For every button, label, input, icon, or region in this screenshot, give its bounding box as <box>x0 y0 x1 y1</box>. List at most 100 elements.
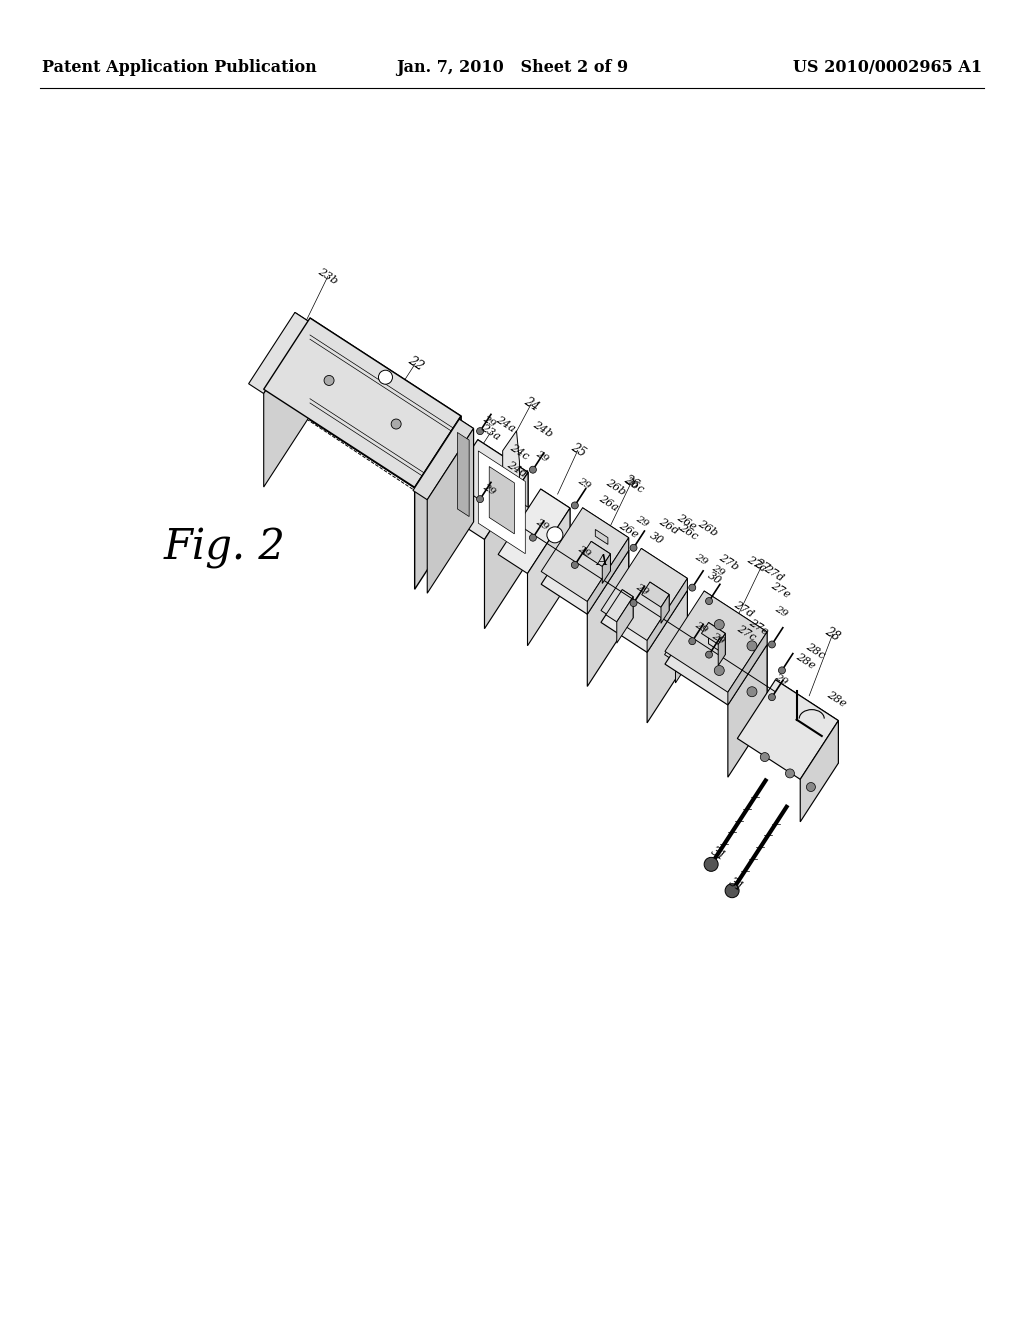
Text: 27d: 27d <box>732 599 756 619</box>
Text: 24a: 24a <box>494 414 517 434</box>
Polygon shape <box>249 313 310 393</box>
Text: 29: 29 <box>575 477 592 491</box>
Text: 31: 31 <box>726 875 745 895</box>
Polygon shape <box>665 591 767 692</box>
Text: 29: 29 <box>710 631 726 645</box>
Polygon shape <box>583 541 610 566</box>
Text: 29: 29 <box>773 672 788 686</box>
Circle shape <box>778 667 785 673</box>
Text: 29: 29 <box>534 449 550 463</box>
Polygon shape <box>583 508 629 550</box>
Polygon shape <box>650 582 669 611</box>
Circle shape <box>746 686 757 697</box>
Polygon shape <box>705 591 767 644</box>
Polygon shape <box>489 466 514 533</box>
Polygon shape <box>665 630 692 661</box>
Polygon shape <box>588 550 629 686</box>
Text: 30: 30 <box>647 531 665 546</box>
Polygon shape <box>484 473 528 628</box>
Polygon shape <box>705 603 767 717</box>
Text: 26: 26 <box>622 473 641 492</box>
Polygon shape <box>602 554 610 583</box>
Polygon shape <box>583 520 629 623</box>
Text: 29: 29 <box>534 517 550 532</box>
Text: US 2010/0002965 A1: US 2010/0002965 A1 <box>793 59 982 77</box>
Polygon shape <box>800 721 839 822</box>
Text: 24: 24 <box>521 395 541 413</box>
Circle shape <box>529 466 537 473</box>
Circle shape <box>476 428 483 434</box>
Polygon shape <box>641 548 687 590</box>
Text: 29: 29 <box>710 564 726 578</box>
Polygon shape <box>541 488 570 581</box>
Circle shape <box>630 599 637 607</box>
Polygon shape <box>737 680 839 779</box>
Polygon shape <box>527 508 570 645</box>
Polygon shape <box>601 560 687 652</box>
Text: 26e: 26e <box>616 520 640 540</box>
Polygon shape <box>660 594 669 623</box>
Polygon shape <box>295 313 310 416</box>
Polygon shape <box>478 451 525 553</box>
Polygon shape <box>415 416 461 589</box>
Polygon shape <box>728 644 767 777</box>
Text: 26e: 26e <box>675 512 698 532</box>
Text: 27e: 27e <box>769 581 792 601</box>
Polygon shape <box>718 634 725 665</box>
Circle shape <box>571 561 579 569</box>
Polygon shape <box>588 537 629 614</box>
Text: 27e: 27e <box>746 618 770 638</box>
Text: 29: 29 <box>634 582 650 597</box>
Circle shape <box>706 651 713 659</box>
Text: 26b: 26b <box>696 519 719 539</box>
Text: 26d: 26d <box>657 516 680 536</box>
Polygon shape <box>709 623 725 655</box>
Text: 23a: 23a <box>479 422 502 442</box>
Polygon shape <box>264 322 310 487</box>
Circle shape <box>760 752 769 762</box>
Polygon shape <box>487 480 529 525</box>
Polygon shape <box>601 548 687 640</box>
Circle shape <box>746 640 757 651</box>
Circle shape <box>715 665 724 676</box>
Text: Jan. 7, 2010   Sheet 2 of 9: Jan. 7, 2010 Sheet 2 of 9 <box>396 59 628 77</box>
Text: 29: 29 <box>481 483 497 498</box>
Circle shape <box>705 857 718 871</box>
Text: 25: 25 <box>568 441 588 459</box>
Text: 26c: 26c <box>677 523 700 543</box>
Text: 27b: 27b <box>717 553 740 573</box>
Polygon shape <box>728 632 767 705</box>
Circle shape <box>689 585 695 591</box>
Polygon shape <box>665 603 767 705</box>
Polygon shape <box>541 508 629 602</box>
Circle shape <box>476 495 483 503</box>
Text: 27c: 27c <box>735 623 758 643</box>
Text: 29: 29 <box>634 515 650 529</box>
Polygon shape <box>623 590 633 618</box>
Circle shape <box>547 527 563 543</box>
Polygon shape <box>460 420 473 521</box>
Polygon shape <box>458 433 469 516</box>
Circle shape <box>725 883 739 898</box>
Circle shape <box>324 375 334 385</box>
Polygon shape <box>606 590 633 622</box>
Circle shape <box>529 535 537 541</box>
Text: 24d: 24d <box>505 459 528 479</box>
Circle shape <box>807 783 815 792</box>
Text: 28c: 28c <box>804 642 826 661</box>
Polygon shape <box>264 318 461 487</box>
Polygon shape <box>413 420 473 500</box>
Text: 29: 29 <box>481 414 497 429</box>
Polygon shape <box>591 541 610 572</box>
Polygon shape <box>676 636 692 682</box>
Text: 29: 29 <box>693 620 709 635</box>
Text: 24b: 24b <box>530 420 554 440</box>
Circle shape <box>391 418 401 429</box>
Polygon shape <box>434 440 528 540</box>
Text: Fig. 2: Fig. 2 <box>164 527 286 569</box>
Circle shape <box>715 619 724 630</box>
Circle shape <box>379 370 392 384</box>
Circle shape <box>768 694 775 701</box>
Text: 27c: 27c <box>744 554 767 574</box>
Polygon shape <box>775 680 839 763</box>
